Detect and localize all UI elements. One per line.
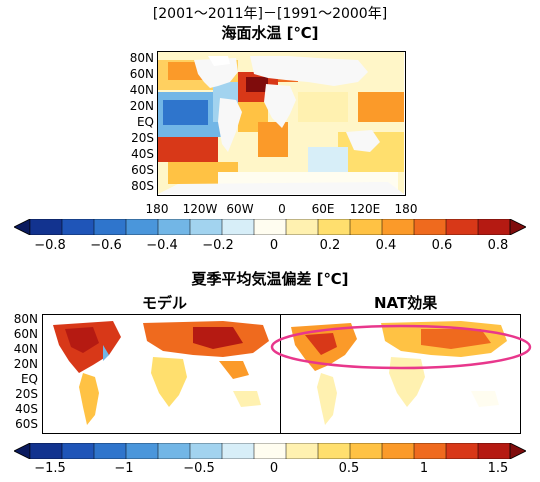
sst-title: 海面水温 [℃] [221, 24, 319, 42]
sst-colorbar [14, 219, 526, 235]
colorbar-segment [93, 219, 127, 235]
model-label: モデル [142, 294, 188, 312]
colorbar-segment [29, 219, 63, 235]
sst-map [158, 52, 404, 194]
lat-label: 60N [129, 67, 154, 81]
lat-label: 20N [129, 99, 154, 113]
lon-label: 180 [394, 202, 418, 216]
colorbar-segment [413, 443, 447, 459]
colorbar-tick-label: −1.5 [34, 461, 66, 476]
colorbar-segment [61, 443, 95, 459]
colorbar-left-arrow [14, 443, 31, 459]
colorbar-right-arrow [509, 443, 526, 459]
colorbar-segment [189, 443, 223, 459]
lat-label: 80S [131, 179, 154, 193]
period-title: [2001～2011年]－[1991～2000年] [152, 6, 388, 22]
colorbar-segment [253, 219, 287, 235]
colorbar-right-arrow [509, 219, 526, 235]
colorbar-tick-label: 1 [419, 461, 429, 476]
sst-map-panel [157, 51, 406, 196]
colorbar-tick-label: 0.4 [375, 238, 397, 253]
lat-label: 20S [131, 131, 154, 145]
colorbar-segment [189, 219, 223, 235]
lon-label: 0 [278, 202, 286, 216]
lat-label: 60S [131, 163, 154, 177]
colorbar-segment [157, 443, 191, 459]
model-map-panel [42, 314, 282, 434]
colorbar-segment [285, 219, 319, 235]
colorbar-segment [221, 219, 255, 235]
colorbar-segment [413, 219, 447, 235]
lon-label: 60E [311, 202, 335, 216]
colorbar-tick-label: −0.4 [146, 238, 178, 253]
colorbar-segment [477, 219, 511, 235]
colorbar-tick-label: −0.2 [202, 238, 234, 253]
colorbar-segment [381, 219, 415, 235]
colorbar-segment [349, 443, 383, 459]
colorbar-left-arrow [14, 219, 31, 235]
lat-label: 80N [13, 312, 38, 326]
colorbar-tick-label: 0.5 [338, 461, 360, 476]
nat-map-panel [280, 314, 521, 434]
model-map [43, 315, 280, 432]
lat-label: 40N [13, 342, 38, 356]
lon-label: 60W [226, 202, 254, 216]
colorbar-segment [125, 443, 159, 459]
colorbar-segment [29, 443, 63, 459]
lat-label: 60S [15, 417, 38, 431]
temp-anomaly-title: 夏季平均気温偏差 [℃] [191, 270, 349, 288]
lat-label: EQ [136, 115, 154, 129]
colorbar-segment [61, 219, 95, 235]
lat-label: EQ [20, 372, 38, 386]
colorbar-segment [93, 443, 127, 459]
colorbar-tick-label: 0.6 [431, 238, 453, 253]
lat-label: 20S [15, 387, 38, 401]
lat-label: 40S [15, 402, 38, 416]
colorbar-segment [157, 219, 191, 235]
lon-label: 120W [182, 202, 218, 216]
colorbar-tick-label: −0.6 [90, 238, 122, 253]
colorbar-tick-label: 0.2 [319, 238, 341, 253]
lat-label: 40N [129, 83, 154, 97]
colorbar-segment [253, 443, 287, 459]
colorbar-segment [317, 219, 351, 235]
colorbar-tick-label: −0.5 [183, 461, 215, 476]
colorbar-segment [221, 443, 255, 459]
lat-label: 80N [129, 51, 154, 65]
nat-effect-map [281, 315, 519, 432]
colorbar-tick-label: −0.8 [34, 238, 66, 253]
colorbar-segment [477, 443, 511, 459]
colorbar-tick-label: 0 [269, 461, 279, 476]
lat-label: 40S [131, 147, 154, 161]
lat-label: 60N [13, 327, 38, 341]
lon-label: 180 [145, 202, 169, 216]
colorbar-segment [125, 219, 159, 235]
colorbar-tick-label: −1 [114, 461, 134, 476]
lon-label: 120E [349, 202, 381, 216]
lat-label: 20N [13, 357, 38, 371]
colorbar-tick-label: 0 [269, 238, 279, 253]
highlight-ellipse [270, 324, 532, 370]
colorbar-tick-label: 1.5 [487, 461, 509, 476]
colorbar-tick-label: 0.8 [487, 238, 509, 253]
colorbar-segment [285, 443, 319, 459]
colorbar-segment [381, 443, 415, 459]
colorbar-segment [445, 219, 479, 235]
colorbar-segment [349, 219, 383, 235]
colorbar-segment [445, 443, 479, 459]
temp-colorbar [14, 443, 526, 459]
nat-effect-label: NAT効果 [374, 294, 438, 312]
colorbar-segment [317, 443, 351, 459]
